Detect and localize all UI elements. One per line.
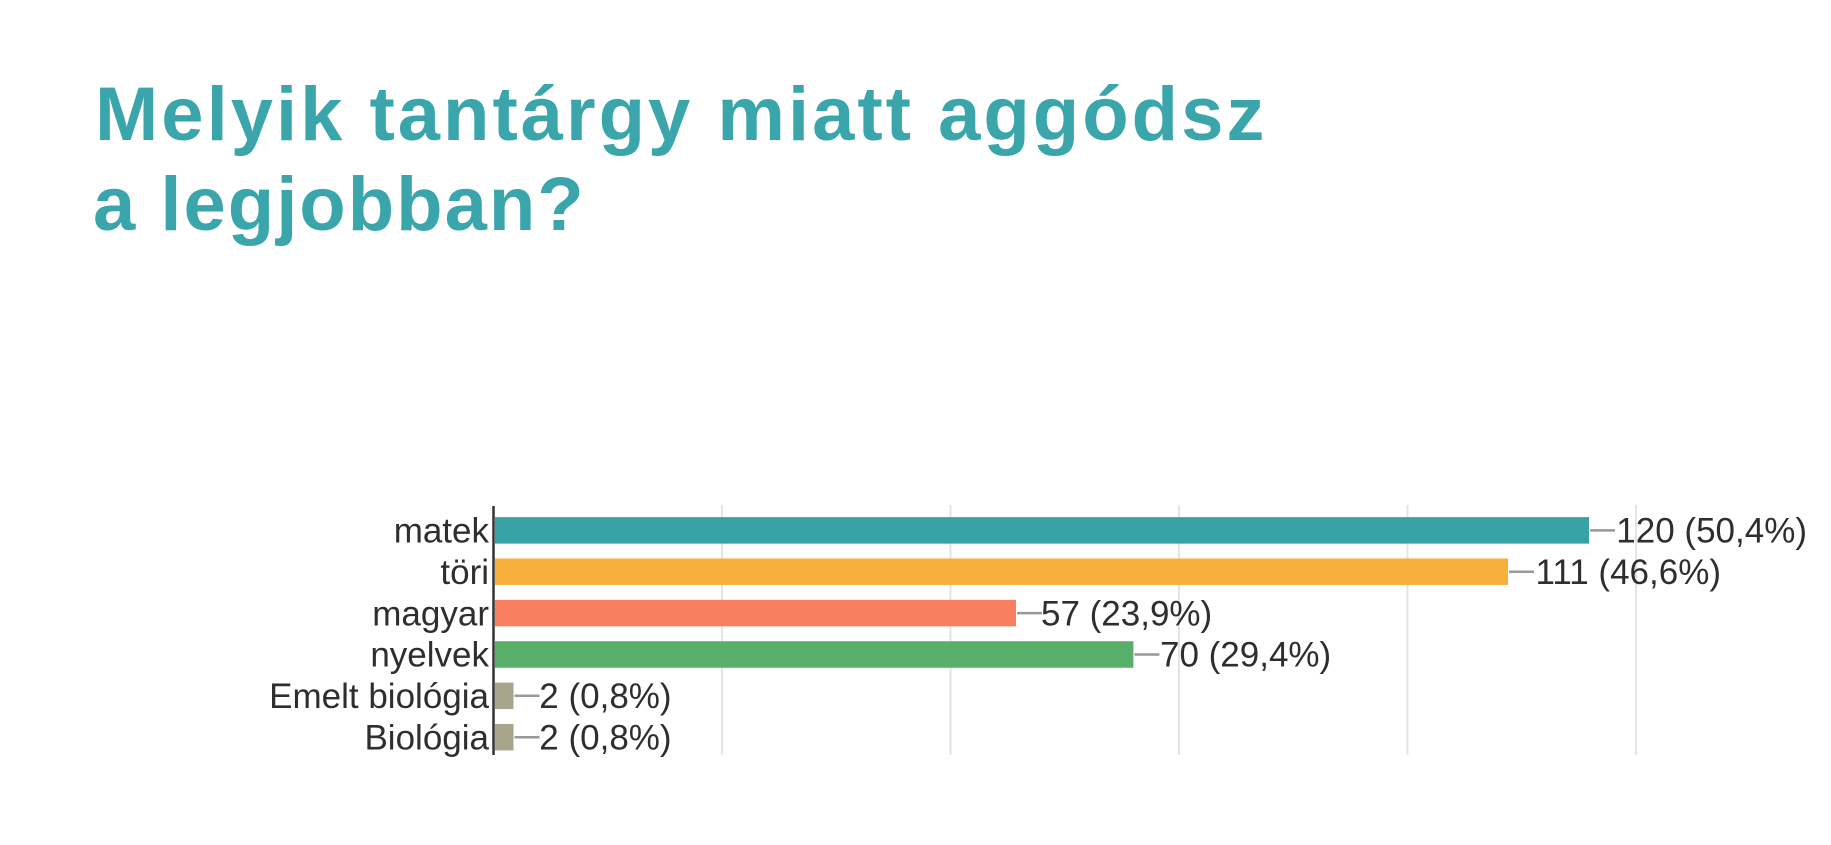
svg-text:70 (29,4%): 70 (29,4%) (1160, 636, 1331, 675)
svg-text:2 (0,8%): 2 (0,8%) (539, 677, 671, 716)
svg-text:57 (23,9%): 57 (23,9%) (1041, 594, 1212, 633)
svg-text:a legjobban?: a legjobban? (93, 162, 586, 247)
svg-text:111 (46,6%): 111 (46,6%) (1536, 553, 1721, 592)
svg-text:2 (0,8%): 2 (0,8%) (539, 718, 671, 757)
svg-text:Emelt biológia: Emelt biológia (269, 677, 489, 716)
svg-text:matek: matek (394, 512, 490, 551)
svg-text:magyar: magyar (372, 594, 489, 633)
svg-text:töri: töri (440, 553, 489, 592)
svg-text:nyelvek: nyelvek (370, 636, 489, 675)
svg-text:Melyik tantárgy miatt aggódsz: Melyik tantárgy miatt aggódsz (95, 72, 1267, 157)
svg-text:120 (50,4%): 120 (50,4%) (1616, 512, 1807, 551)
svg-text:Biológia: Biológia (364, 718, 489, 757)
